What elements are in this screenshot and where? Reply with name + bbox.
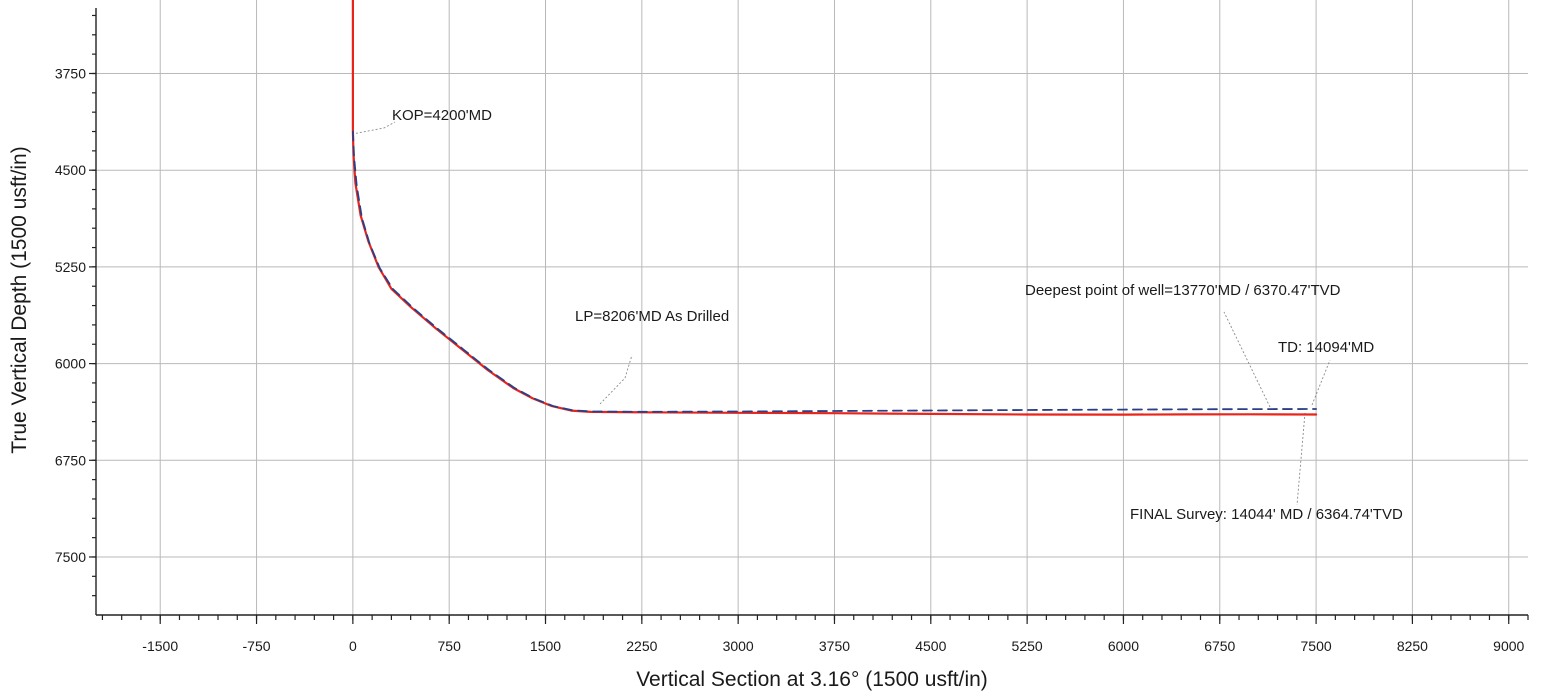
- x-tick-label: 6750: [1204, 638, 1235, 654]
- annotation-leaders: [351, 121, 1331, 506]
- x-tick-label: -1500: [142, 638, 178, 654]
- x-tick-label: 4500: [915, 638, 946, 654]
- x-tick-label: 5250: [1012, 638, 1043, 654]
- y-tick-label: 4500: [55, 162, 86, 178]
- y-tick-label: 7500: [55, 549, 86, 565]
- td-leader: [1311, 359, 1331, 406]
- annotation-deepest-point: Deepest point of well=13770'MD / 6370.47…: [1025, 282, 1341, 299]
- annotation-td: TD: 14094'MD: [1278, 339, 1374, 356]
- y-tick-label: 5250: [55, 259, 86, 275]
- final-survey-leader: [1296, 412, 1306, 506]
- annotation-kop: KOP=4200'MD: [392, 107, 492, 124]
- annotations: KOP=4200'MD LP=8206'MD As Drilled Deepes…: [392, 107, 1403, 523]
- x-tick-label: 6000: [1108, 638, 1139, 654]
- axes: [95, 8, 1528, 616]
- y-tick-label: 3750: [55, 65, 86, 81]
- x-tick-label: 9000: [1493, 638, 1524, 654]
- x-tick-label: 3000: [723, 638, 754, 654]
- annotation-lp: LP=8206'MD As Drilled: [575, 308, 729, 325]
- planned-trajectory-line: [351, 130, 1317, 413]
- x-tick-label: 750: [438, 638, 462, 654]
- x-tick-label: -750: [243, 638, 271, 654]
- x-tick-label: 8250: [1397, 638, 1428, 654]
- y-tick-label: 6750: [55, 452, 86, 468]
- x-tick-label: 0: [349, 638, 357, 654]
- kop-leader: [351, 121, 396, 135]
- x-tick-label: 3750: [819, 638, 850, 654]
- lp-leader: [599, 354, 633, 405]
- annotation-final-survey: FINAL Survey: 14044' MD / 6364.74'TVD: [1130, 506, 1403, 523]
- series: [351, 0, 1318, 416]
- y-axis-title: True Vertical Depth (1500 usft/in): [8, 146, 31, 453]
- y-tick-label: 6000: [55, 356, 86, 372]
- y-tick-labels: 3750 4500 5250 6000 6750 7500: [55, 65, 86, 564]
- x-tick-label: 2250: [626, 638, 657, 654]
- plot-background: [96, 0, 1528, 615]
- x-tick-label: 7500: [1301, 638, 1332, 654]
- x-axis-title: Vertical Section at 3.16° (1500 usft/in): [636, 668, 988, 691]
- deepest-leader: [1223, 311, 1271, 408]
- x-tick-label: 1500: [530, 638, 561, 654]
- x-tick-labels: -1500 -750 0 750 1500 2250 3000 3750 4500 5250 600…: [142, 638, 1524, 654]
- minor-ticks: [89, 14, 1529, 624]
